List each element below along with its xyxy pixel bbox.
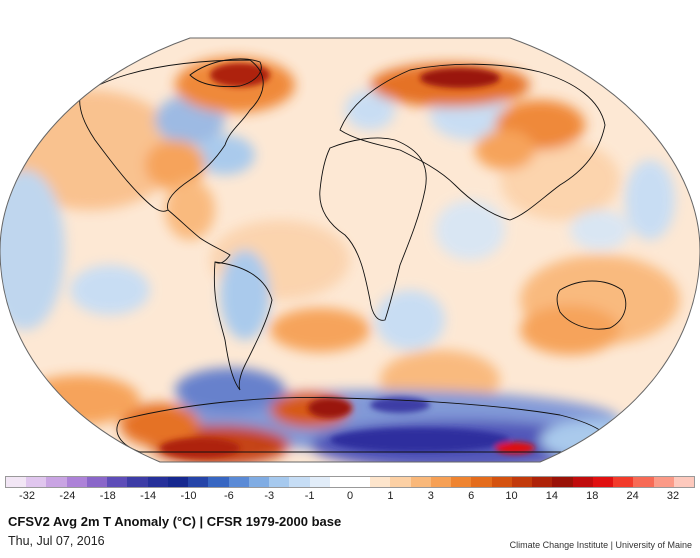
colorbar-segment (552, 477, 573, 487)
colorbar-segment (46, 477, 67, 487)
colorbar-segment (653, 477, 674, 487)
colorbar-segment (107, 477, 128, 487)
continent-outlines (79, 58, 627, 453)
colorbar-segment (228, 477, 249, 487)
colorbar-tick-label: -18 (99, 490, 116, 502)
colorbar-tick-label: -14 (140, 490, 157, 502)
colorbar-segment (592, 477, 614, 487)
colorbar-segment (289, 477, 310, 487)
colorbar-segment (673, 477, 694, 487)
colorbar-segment (66, 477, 87, 487)
colorbar-tick-label: 32 (666, 490, 680, 502)
colorbar-tick-label: 3 (427, 490, 434, 502)
colorbar-segment (491, 477, 512, 487)
colorbar-segment (6, 477, 27, 487)
colorbar-tick-label: -32 (19, 490, 35, 502)
colorbar-segment (329, 477, 350, 487)
colorbar-segment (370, 477, 391, 487)
map-date: Thu, Jul 07, 2016 (8, 534, 105, 548)
colorbar-segment (248, 477, 270, 487)
colorbar-segment (127, 477, 148, 487)
colorbar-segment (572, 477, 593, 487)
colorbar-segment (511, 477, 533, 487)
anomaly-field (0, 38, 700, 462)
world-map (0, 37, 700, 463)
colorbar-tick-label: 6 (468, 490, 475, 502)
colorbar (5, 476, 695, 488)
colorbar-tick-label: 1 (387, 490, 394, 502)
colorbar-segment (471, 477, 492, 487)
colorbar-tick-label: -10 (180, 490, 197, 502)
anomaly-map (0, 37, 700, 463)
colorbar-segment (167, 477, 189, 487)
colorbar-segment (613, 477, 634, 487)
colorbar-ticks: -32 -24 -18 -14 -10 -6 -3 -1 0 1 3 6 10 14 18 24 32 (5, 490, 695, 506)
colorbar-segment (86, 477, 108, 487)
credit-text: Climate Change Institute | University of… (509, 540, 692, 550)
colorbar-segment (208, 477, 229, 487)
color-legend: -32 -24 -18 -14 -10 -6 -3 -1 0 1 3 6 10 14 18 24 32 (5, 476, 695, 506)
colorbar-segment (532, 477, 553, 487)
map-title: CFSV2 Avg 2m T Anomaly (°C) | CFSR 1979-… (8, 514, 342, 529)
colorbar-tick-label: 24 (626, 490, 639, 502)
colorbar-tick-label: 0 (346, 490, 354, 502)
globe-border (0, 37, 700, 463)
colorbar-segment (349, 477, 371, 487)
colorbar-segment (430, 477, 452, 487)
colorbar-tick-label: 18 (586, 490, 599, 502)
colorbar-segment (26, 477, 47, 487)
colorbar-tick-label: -24 (59, 490, 76, 502)
colorbar-tick-label: -1 (304, 490, 315, 502)
colorbar-segment (451, 477, 472, 487)
colorbar-segment (147, 477, 168, 487)
colorbar-segment (390, 477, 411, 487)
colorbar-tick-label: 14 (545, 490, 558, 502)
colorbar-segment (410, 477, 431, 487)
colorbar-segment (269, 477, 290, 487)
colorbar-segment (633, 477, 654, 487)
colorbar-segment (309, 477, 330, 487)
colorbar-segment (188, 477, 209, 487)
colorbar-tick-label: -3 (264, 490, 275, 502)
colorbar-tick-label: -6 (223, 490, 234, 502)
colorbar-tick-label: 10 (505, 490, 518, 502)
